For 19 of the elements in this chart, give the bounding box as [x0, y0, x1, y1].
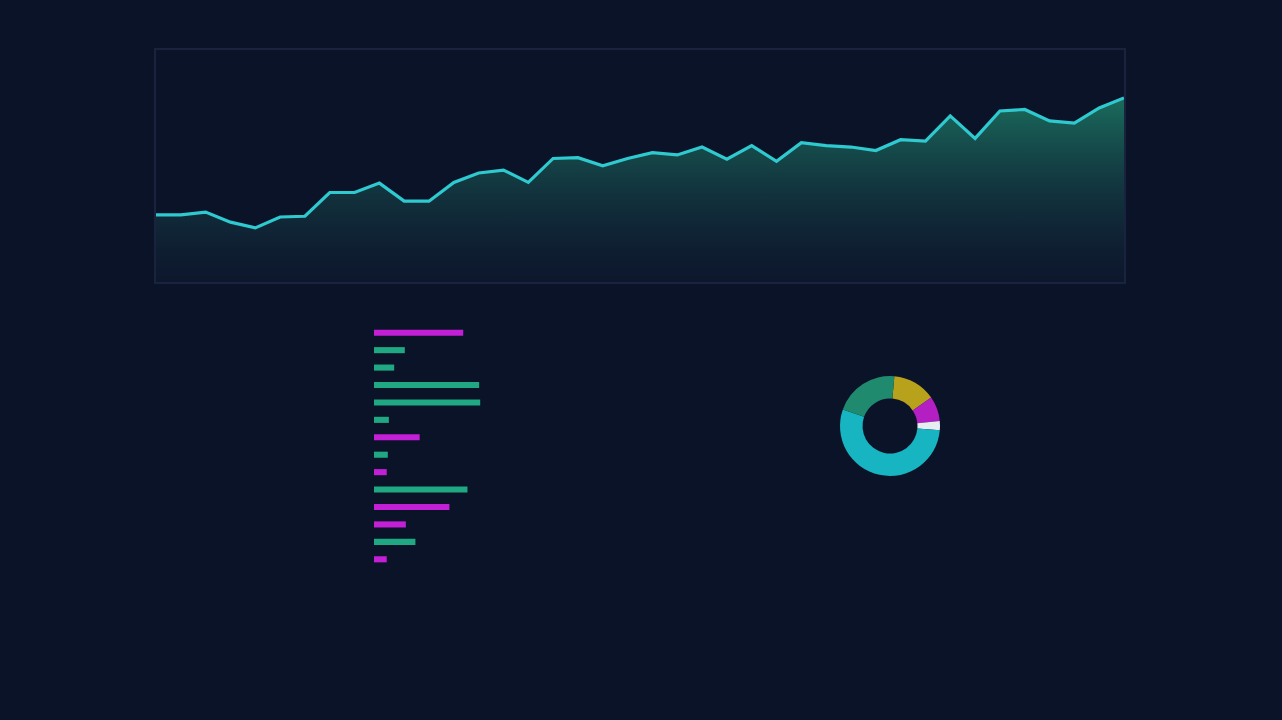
bar — [374, 347, 405, 354]
bar — [374, 329, 464, 336]
donut-slice — [912, 397, 940, 424]
donut-slice — [917, 420, 940, 431]
bar — [374, 451, 388, 458]
bar — [374, 399, 481, 406]
bar — [374, 538, 416, 545]
donut-slice — [842, 376, 895, 417]
bar — [374, 521, 406, 528]
bar — [374, 364, 395, 371]
bar — [374, 381, 480, 389]
bar — [374, 416, 389, 423]
bar — [374, 434, 420, 441]
bar — [374, 556, 387, 563]
bar — [374, 486, 468, 493]
bar — [374, 469, 387, 476]
donut-slice — [892, 376, 932, 411]
bar — [374, 503, 450, 511]
donut-slice — [840, 409, 940, 476]
